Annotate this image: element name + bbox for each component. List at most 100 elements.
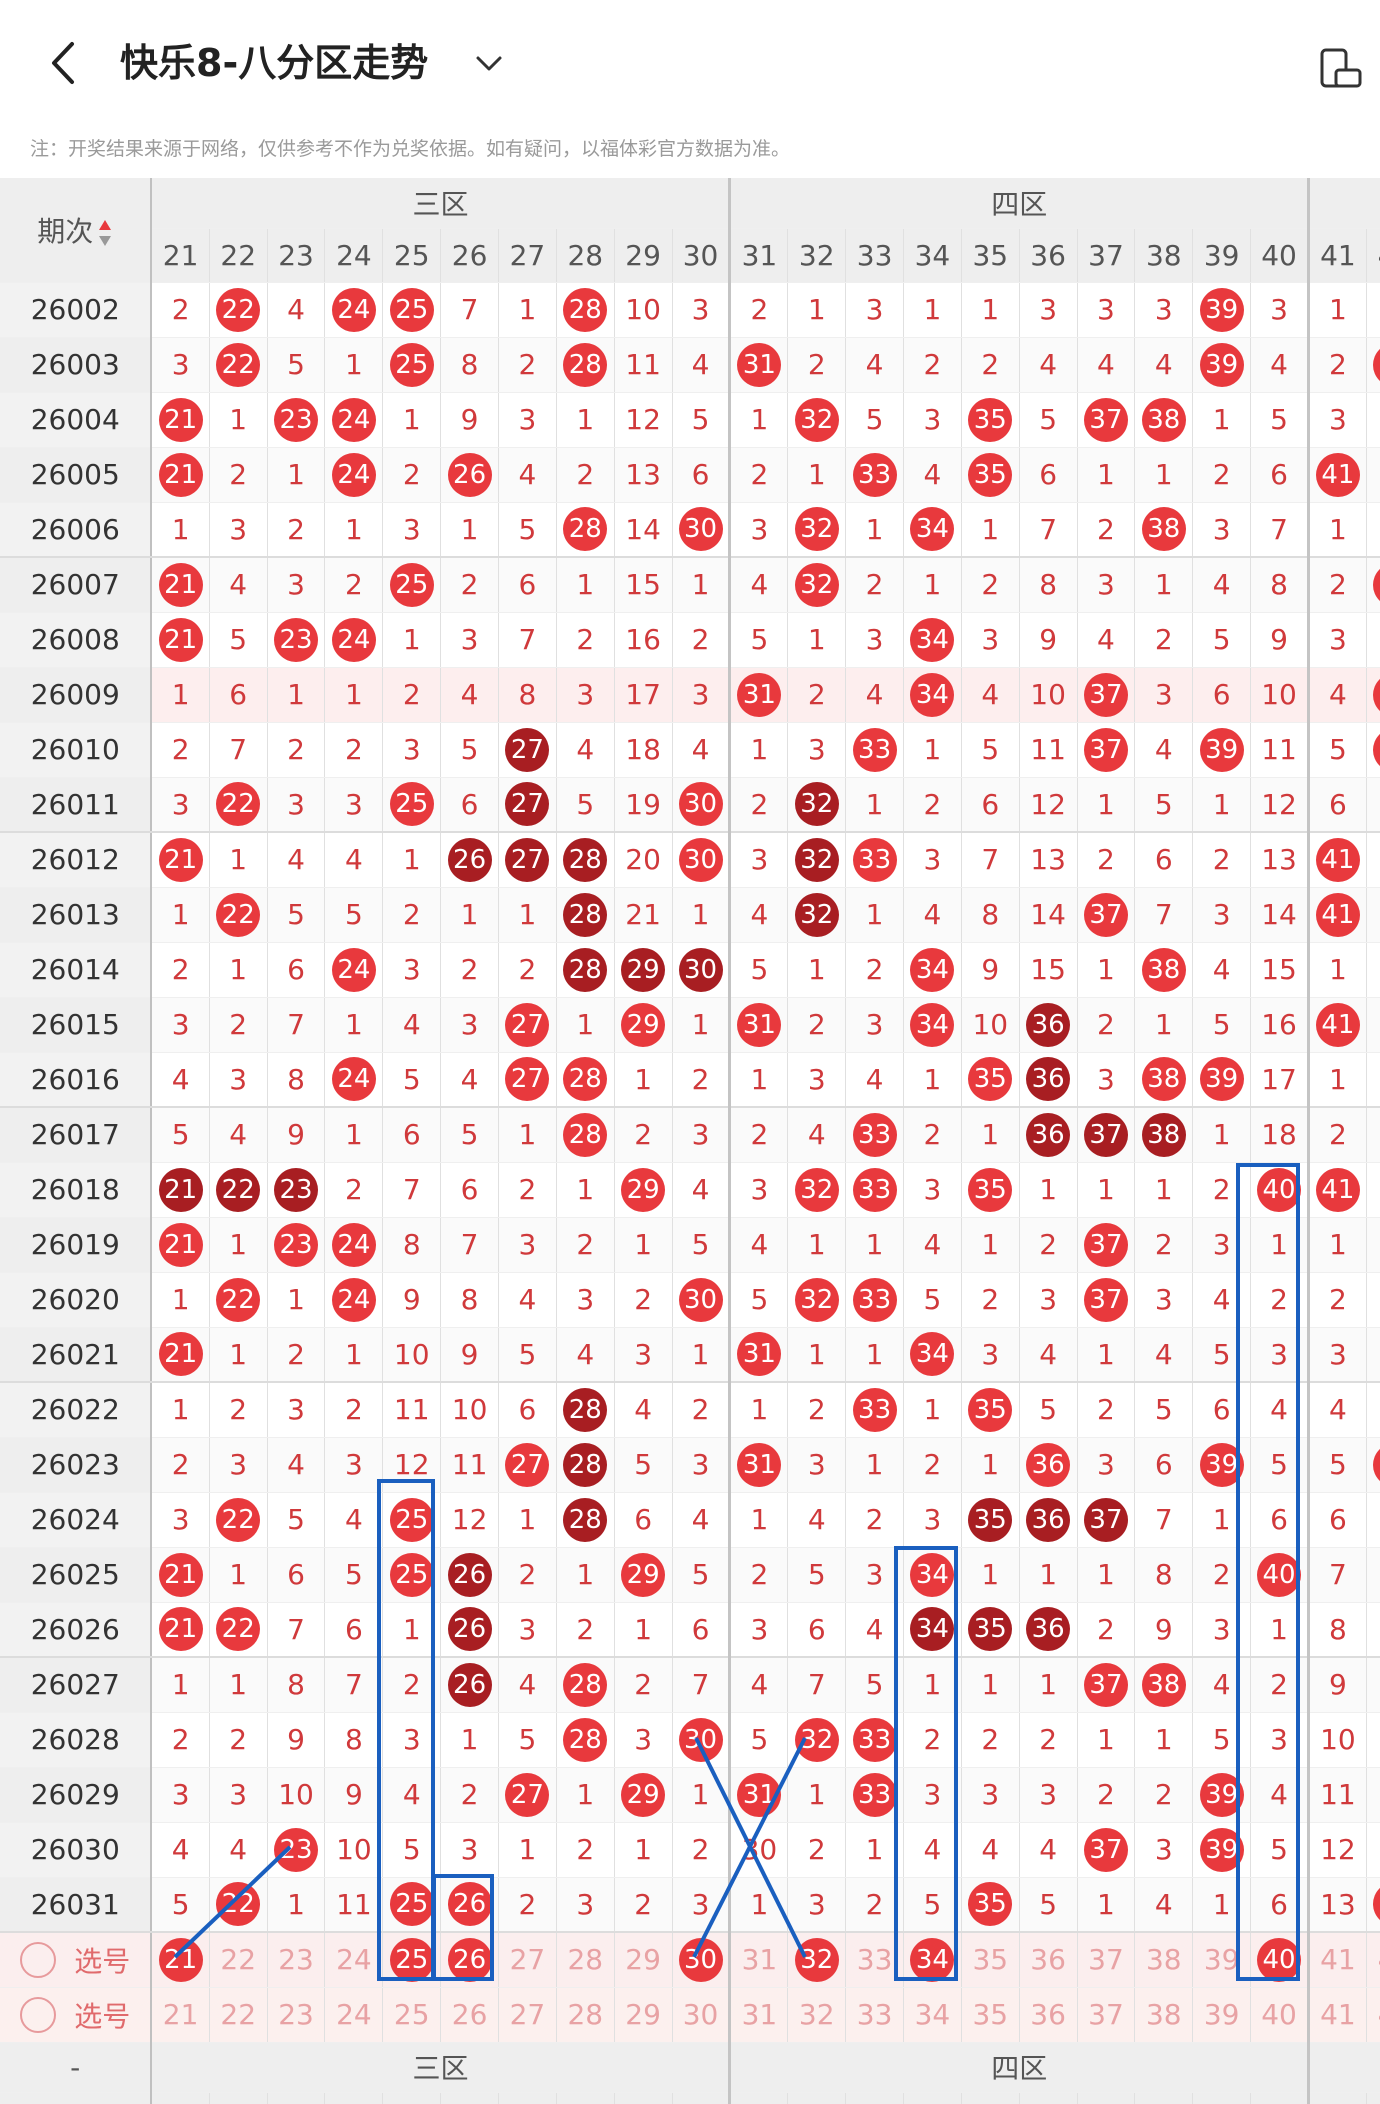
select-number-cell[interactable]: 37 xyxy=(1077,1987,1136,2043)
select-number-cell[interactable]: 31 xyxy=(729,1987,789,2043)
select-number-cell[interactable]: 26 xyxy=(440,1987,500,2043)
number-cell: 1 xyxy=(151,502,210,558)
select-number-cell[interactable]: 28 xyxy=(556,1932,615,1988)
number-cell: 5 xyxy=(1308,722,1367,778)
select-number-cell[interactable]: 23 xyxy=(267,1987,326,2043)
select-number-cell[interactable]: 35 xyxy=(961,1932,1020,1988)
number-cell: 10 xyxy=(324,1822,384,1878)
select-number-cell[interactable]: 21 xyxy=(151,1987,210,2043)
select-number-cell[interactable]: 41 xyxy=(1308,1987,1367,2043)
number-cell: 4 xyxy=(1308,1382,1367,1438)
table-row: 2603152211125262323132535514161342 xyxy=(0,1877,1380,1933)
selected-ball[interactable]: 32 xyxy=(794,1937,839,1982)
select-number-cell[interactable]: 21 xyxy=(151,1932,210,1988)
number-cell: 6 xyxy=(267,1547,326,1603)
select-number-cell[interactable]: 33 xyxy=(845,1987,904,2043)
table-row: 26013122552112821143214814377314413 xyxy=(0,887,1380,943)
number-cell: 37 xyxy=(1077,1492,1136,1548)
number-cell: 36 xyxy=(1019,1602,1078,1658)
select-number-cell[interactable]: 39 xyxy=(1192,1932,1252,1988)
selected-ball[interactable]: 34 xyxy=(910,1937,955,1982)
number-cell: 4 xyxy=(1192,557,1252,613)
select-number-cell[interactable]: 34 xyxy=(903,1932,962,1988)
chevron-down-icon[interactable] xyxy=(472,48,506,78)
select-number-cell[interactable]: 35 xyxy=(961,1987,1020,2043)
number-cell: 2 xyxy=(498,942,557,998)
select-number-cell[interactable]: 36 xyxy=(1019,1932,1078,1988)
select-number-cell[interactable]: 24 xyxy=(324,1987,384,2043)
number-cell: 1 xyxy=(151,667,210,723)
number-cell: 2 xyxy=(440,1767,500,1823)
select-number-cell[interactable]: 40 xyxy=(1250,1932,1311,1988)
select-number-cell[interactable]: 22 xyxy=(209,1932,268,1988)
selected-ball[interactable]: 40 xyxy=(1257,1937,1302,1982)
chevron-left-icon[interactable] xyxy=(42,38,86,88)
number-cell: 1 xyxy=(961,1657,1020,1713)
number-cell: 28 xyxy=(556,1052,615,1108)
select-row-label[interactable]: 选号 xyxy=(0,1987,153,2043)
number-cell: 2 xyxy=(729,282,789,338)
selected-ball[interactable]: 26 xyxy=(447,1937,492,1982)
select-number-cell[interactable]: 25 xyxy=(382,1987,442,2043)
select-number-cell[interactable]: 39 xyxy=(1192,1987,1252,2043)
select-number-cell[interactable]: 24 xyxy=(324,1932,384,1988)
select-number-cell[interactable]: 38 xyxy=(1134,1932,1194,1988)
select-number-cell[interactable]: 33 xyxy=(845,1932,904,1988)
select-number-cell[interactable]: 31 xyxy=(729,1932,789,1988)
select-number-cell[interactable]: 37 xyxy=(1077,1932,1136,1988)
select-number-cell[interactable]: 34 xyxy=(903,1987,962,2043)
selected-ball[interactable]: 21 xyxy=(158,1937,203,1982)
number-cell: 9 xyxy=(440,1327,500,1383)
drawn-ball: 23 xyxy=(274,1167,319,1212)
select-number-cell[interactable]: 27 xyxy=(498,1932,557,1988)
select-number-cell[interactable]: 41 xyxy=(1308,1932,1367,1988)
number-cell: 2 xyxy=(556,1822,615,1878)
number-cell: 25 xyxy=(382,1492,442,1548)
drawn-ball: 30 xyxy=(678,507,723,552)
number-cell: 20 xyxy=(614,832,673,888)
trend-table-wrap[interactable]: 期次 三区 四区 21 22 23 24 25 26 27 28 29 30 31 32 33 34 35 36 37… xyxy=(0,178,1380,2104)
select-number-cell[interactable]: 40 xyxy=(1250,1987,1311,2043)
column-number-header-bottom: 41 xyxy=(1308,2092,1367,2104)
select-number-cell[interactable]: 30 xyxy=(672,1932,732,1988)
number-cell: 2 xyxy=(324,1382,384,1438)
layout-toggle-icon[interactable] xyxy=(1318,46,1364,92)
select-number-cell[interactable]: 30 xyxy=(672,1987,732,2043)
select-number-cell[interactable]: 26 xyxy=(440,1932,500,1988)
number-cell: 2 xyxy=(614,1877,673,1933)
select-number-cell[interactable]: 38 xyxy=(1134,1987,1194,2043)
select-number-cell[interactable]: 25 xyxy=(382,1932,442,1988)
number-cell: 1 xyxy=(324,502,384,558)
number-cell: 9 xyxy=(267,1712,326,1768)
number-cell: 7 xyxy=(267,997,326,1053)
radio-circle-icon[interactable] xyxy=(20,1996,57,2033)
number-cell: 2 xyxy=(1366,282,1380,338)
select-number-cell[interactable]: 36 xyxy=(1019,1987,1078,2043)
sort-icon[interactable] xyxy=(97,218,113,248)
number-cell: 11 xyxy=(614,337,673,393)
select-number-cell[interactable]: 42 xyxy=(1366,1987,1380,2043)
select-number-cell[interactable]: 32 xyxy=(787,1932,847,1988)
selected-ball[interactable]: 30 xyxy=(678,1937,723,1982)
number-cell: 4 xyxy=(845,667,904,723)
number-cell: 1 xyxy=(1308,282,1367,338)
select-number-cell[interactable]: 22 xyxy=(209,1987,268,2043)
select-row-label[interactable]: 选号 xyxy=(0,1932,153,1988)
period-header[interactable]: 期次 xyxy=(0,178,153,283)
number-cell: 6 xyxy=(1134,832,1194,888)
select-number-cell[interactable]: 29 xyxy=(614,1987,673,2043)
period-header-label: 期次 xyxy=(37,214,94,248)
select-number-cell[interactable]: 29 xyxy=(614,1932,673,1988)
select-number-cell[interactable]: 32 xyxy=(787,1987,847,2043)
number-cell: 4 xyxy=(556,722,615,778)
number-cell: 18 xyxy=(614,722,673,778)
select-number-cell[interactable]: 42 xyxy=(1366,1932,1380,1988)
select-number-cell[interactable]: 28 xyxy=(556,1987,615,2043)
radio-circle-icon[interactable] xyxy=(20,1941,57,1978)
number-cell: 11 xyxy=(324,1877,384,1933)
selected-ball[interactable]: 25 xyxy=(389,1937,434,1982)
select-number-cell[interactable]: 23 xyxy=(267,1932,326,1988)
select-number-cell[interactable]: 27 xyxy=(498,1987,557,2043)
drawn-ball: 24 xyxy=(331,397,376,442)
number-cell: 1 xyxy=(1077,447,1136,503)
